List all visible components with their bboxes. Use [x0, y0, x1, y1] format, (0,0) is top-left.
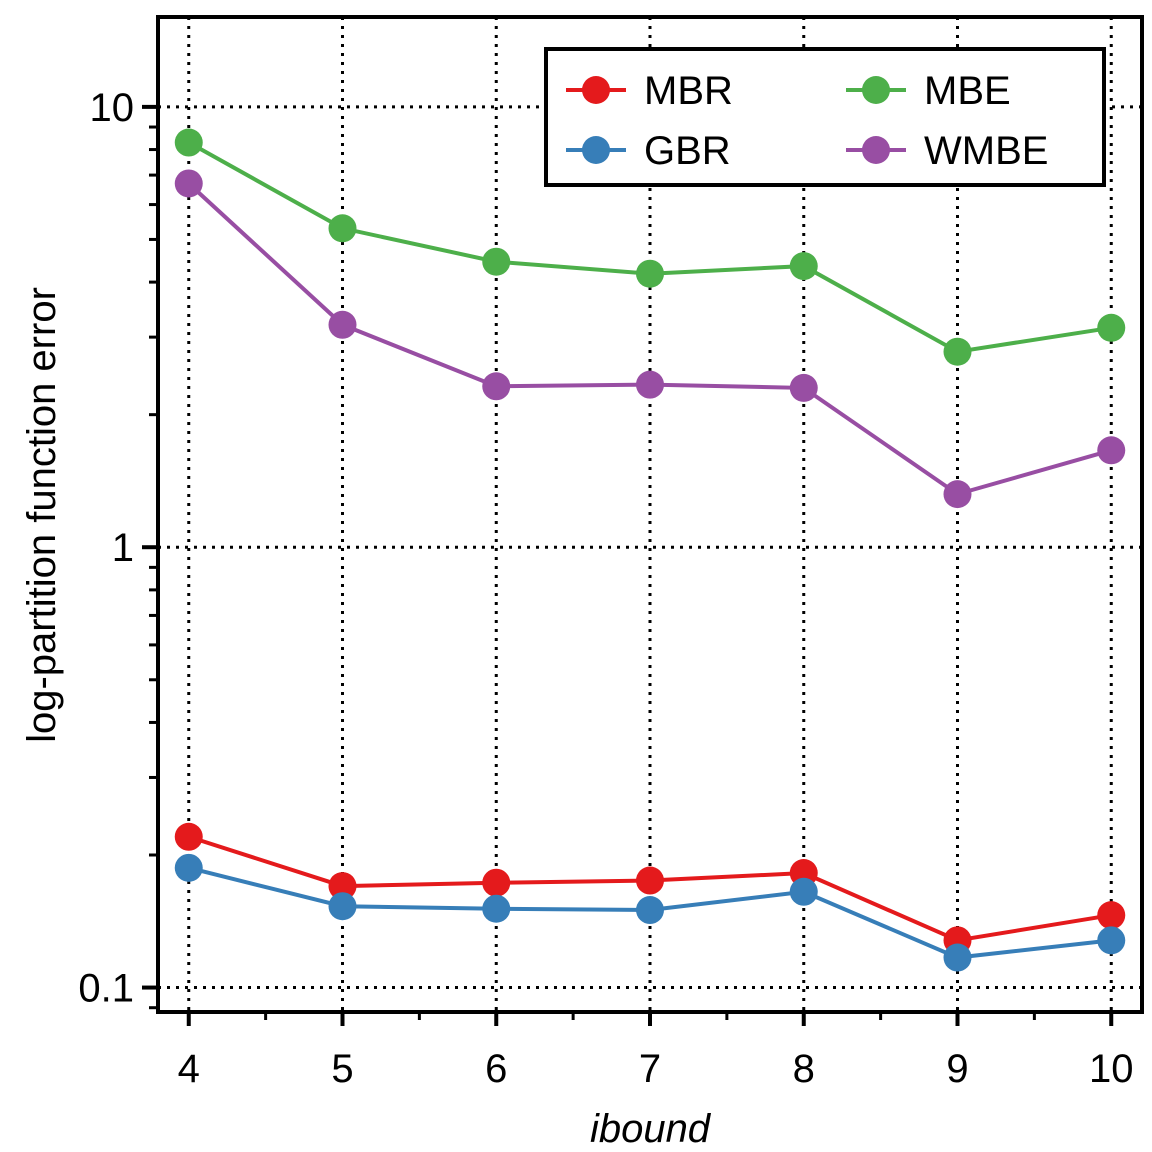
point-mbr	[328, 872, 357, 901]
point-mbe	[174, 128, 203, 157]
grid	[158, 17, 1142, 1012]
point-mbr	[482, 868, 511, 897]
point-mbe	[636, 259, 664, 288]
point-gbr	[943, 943, 972, 972]
point-wmbe	[636, 370, 664, 399]
legend-marker-mbr	[582, 76, 610, 104]
point-wmbe	[482, 372, 511, 401]
x-tick-label: 8	[793, 1047, 815, 1091]
legend: MBR GBR MBE WMBE	[544, 47, 1106, 187]
axis-ticks	[142, 104, 1114, 1026]
point-mbe	[328, 214, 357, 243]
y-tick-label: 10	[90, 86, 135, 130]
point-mbe	[789, 252, 818, 281]
point-mbr	[636, 866, 664, 895]
point-mbe	[943, 337, 972, 366]
x-tick-label: 6	[485, 1047, 507, 1091]
plot-frame	[156, 15, 1144, 1014]
legend-marker-gbr	[582, 136, 610, 164]
tick-labels: 4 5 6 7 8 9 10 0.1 1 10	[78, 86, 1133, 1091]
legend-label-mbr: MBR	[644, 69, 733, 113]
x-axis-label: ibound	[590, 1107, 712, 1151]
legend-box	[544, 47, 1106, 187]
point-mbr	[1097, 901, 1126, 930]
point-wmbe	[174, 169, 203, 198]
point-wmbe	[328, 310, 357, 339]
y-axis-label: log-partition function error	[20, 287, 64, 743]
series-line-wmbe	[187, 181, 1112, 497]
point-gbr	[328, 892, 357, 921]
x-tick-label: 5	[331, 1047, 353, 1091]
point-gbr	[1097, 926, 1126, 955]
series-group	[174, 128, 1126, 972]
x-tick-label: 4	[178, 1047, 200, 1091]
point-wmbe	[1097, 436, 1126, 465]
point-wmbe	[789, 373, 818, 402]
point-gbr	[482, 894, 511, 923]
point-mbe	[482, 247, 511, 276]
x-tick-label: 9	[946, 1047, 968, 1091]
y-tick-label: 1	[112, 526, 134, 570]
x-tick-label: 10	[1089, 1047, 1134, 1091]
legend-marker-mbe	[862, 76, 890, 104]
point-wmbe	[943, 480, 972, 509]
x-tick-label: 7	[639, 1047, 661, 1091]
legend-marker-wmbe	[862, 136, 890, 164]
point-gbr	[789, 877, 818, 906]
y-tick-label: 0.1	[78, 967, 134, 1011]
legend-label-mbe: MBE	[924, 69, 1011, 113]
point-gbr	[636, 896, 664, 925]
point-mbe	[1097, 313, 1126, 342]
point-mbr	[174, 822, 203, 851]
legend-label-gbr: GBR	[644, 129, 731, 173]
legend-label-wmbe: WMBE	[924, 129, 1048, 173]
point-gbr	[174, 853, 203, 882]
